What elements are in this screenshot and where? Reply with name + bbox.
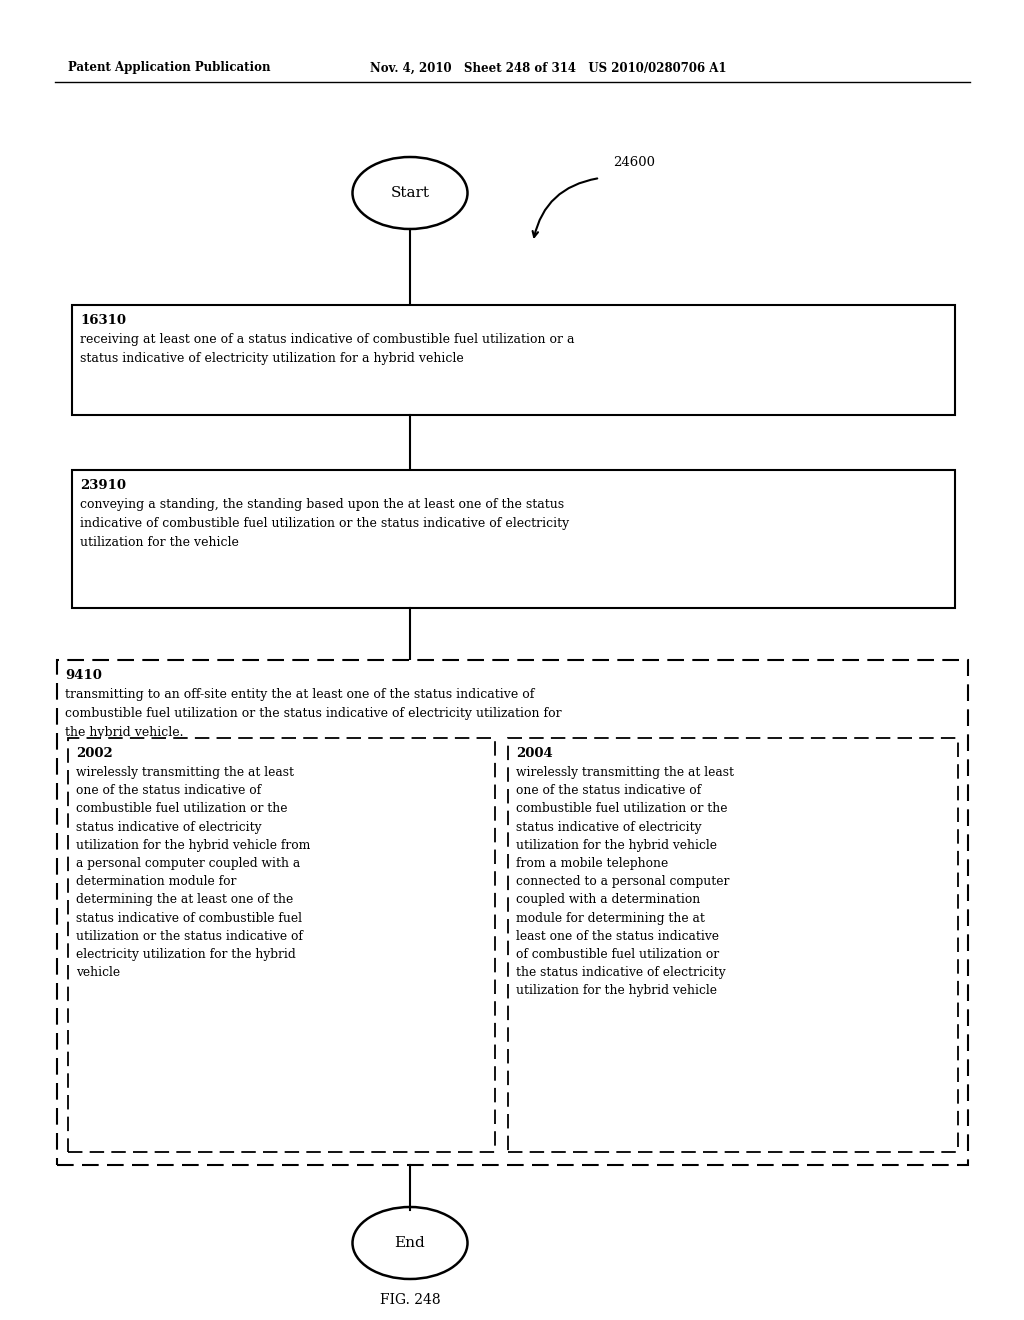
- Text: 2004: 2004: [516, 747, 553, 760]
- Bar: [57, 660, 968, 1166]
- Text: End: End: [394, 1236, 425, 1250]
- Text: 16310: 16310: [80, 314, 126, 327]
- Text: Patent Application Publication: Patent Application Publication: [68, 62, 270, 74]
- Text: Start: Start: [390, 186, 429, 201]
- Text: receiving at least one of a status indicative of combustible fuel utilization or: receiving at least one of a status indic…: [80, 333, 574, 366]
- Text: Nov. 4, 2010   Sheet 248 of 314   US 2010/0280706 A1: Nov. 4, 2010 Sheet 248 of 314 US 2010/02…: [370, 62, 726, 74]
- Text: 9410: 9410: [65, 669, 101, 682]
- Text: wirelessly transmitting the at least
one of the status indicative of
combustible: wirelessly transmitting the at least one…: [76, 766, 310, 979]
- Text: FIG. 248: FIG. 248: [380, 1294, 440, 1307]
- Text: 24600: 24600: [613, 157, 655, 169]
- Bar: [72, 305, 955, 414]
- Bar: [508, 738, 958, 1152]
- Text: 2002: 2002: [76, 747, 113, 760]
- Bar: [68, 738, 495, 1152]
- Text: 23910: 23910: [80, 479, 126, 492]
- Text: transmitting to an off-site entity the at least one of the status indicative of
: transmitting to an off-site entity the a…: [65, 688, 561, 739]
- Bar: [72, 470, 955, 609]
- Text: wirelessly transmitting the at least
one of the status indicative of
combustible: wirelessly transmitting the at least one…: [516, 766, 734, 998]
- Text: conveying a standing, the standing based upon the at least one of the status
ind: conveying a standing, the standing based…: [80, 498, 569, 549]
